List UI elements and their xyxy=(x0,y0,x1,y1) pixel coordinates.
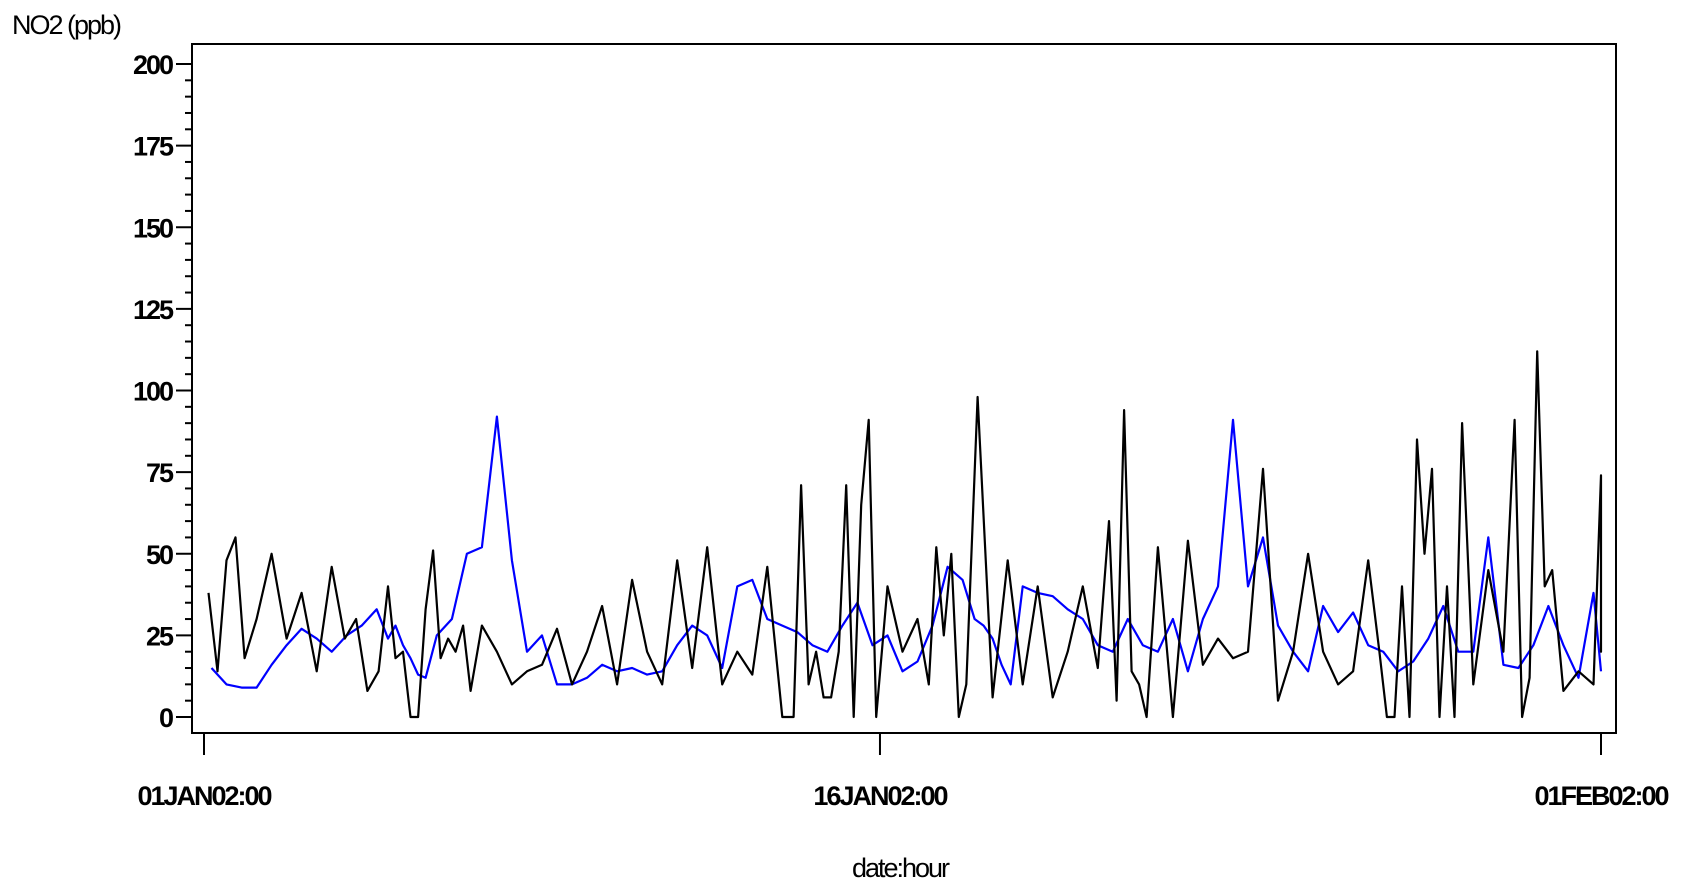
x-axis-title: date:hour xyxy=(852,853,950,883)
y-tick-label: 100 xyxy=(133,377,173,407)
x-tick-label: 01FEB02:00 xyxy=(1534,781,1668,811)
y-tick-label: 150 xyxy=(133,213,173,243)
series-line-2 xyxy=(207,350,1603,719)
y-tick-label: 75 xyxy=(146,458,174,488)
y-tick-label: 175 xyxy=(133,132,174,162)
x-axis: 01JAN02:00 16JAN02:00 01FEB02:00 xyxy=(137,733,1671,811)
y-tick-label: 125 xyxy=(133,295,174,325)
series-line-1 xyxy=(210,415,1603,689)
plot-frame xyxy=(191,43,1617,734)
y-axis: 0 25 50 75 100 125 150 175 200 xyxy=(133,50,192,733)
y-tick-label: 200 xyxy=(133,50,173,80)
y-tick-label: 0 xyxy=(159,703,173,733)
x-tick-label: 01JAN02:00 xyxy=(137,781,271,811)
x-tick-label: 16JAN02:00 xyxy=(813,781,947,811)
y-tick-label: 25 xyxy=(146,621,174,651)
y-axis-title: NO2 (ppb) xyxy=(12,10,121,40)
y-tick-label: 50 xyxy=(146,540,173,570)
series-layer xyxy=(207,350,1603,719)
